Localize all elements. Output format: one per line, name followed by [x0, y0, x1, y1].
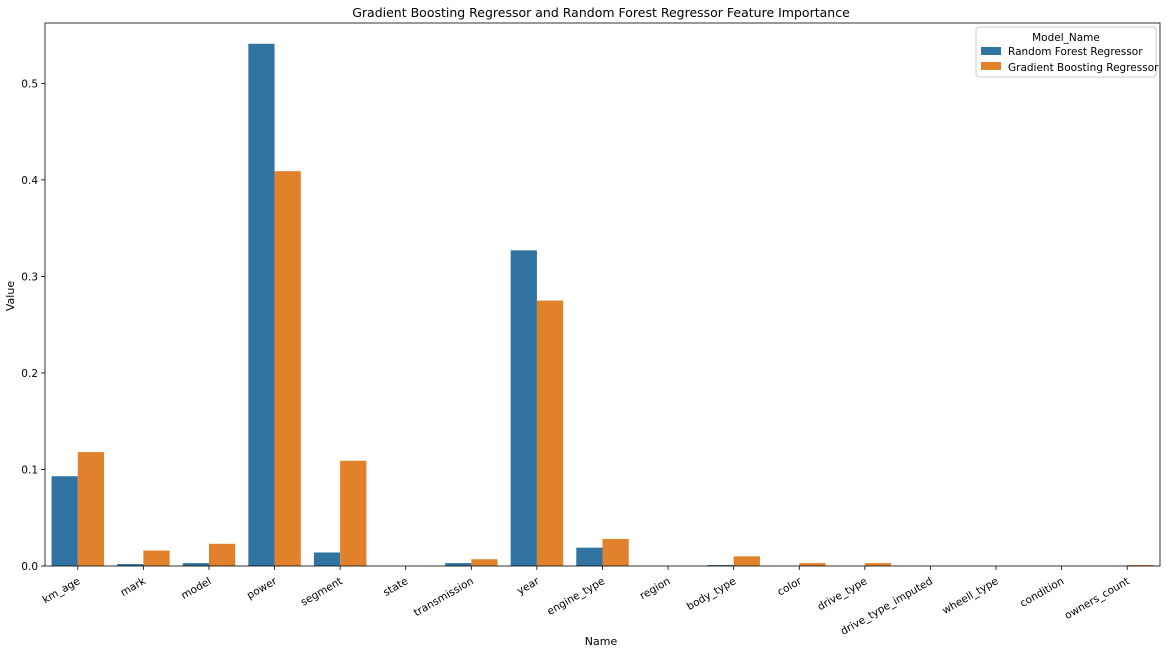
y-tick-label: 0.5 [21, 78, 38, 90]
y-tick-label: 0.4 [21, 175, 38, 187]
bar-random-forest-regressor-mark [117, 564, 144, 566]
x-tick-label: power [245, 575, 280, 602]
bar-gradient-boosting-regressor-mark [143, 550, 170, 566]
x-tick-label: owners_count [1063, 575, 1132, 622]
x-tick-label: wheell_type [940, 575, 1000, 617]
legend-swatch-random-forest [981, 47, 1001, 55]
x-tick-label: model [179, 575, 213, 602]
legend-title: Model_Name [1032, 32, 1100, 44]
bar-gradient-boosting-regressor-transmission [471, 559, 498, 566]
bar-gradient-boosting-regressor-color [799, 563, 826, 566]
bar-random-forest-regressor-power [248, 43, 275, 566]
bar-gradient-boosting-regressor-body-type [733, 556, 760, 566]
plot-area: 0.0 0.1 0.2 0.3 0.4 0.5 km_age mark model power se… [21, 22, 1161, 638]
bar-gradient-boosting-regressor-owners-count [1127, 565, 1154, 566]
legend-label-random-forest: Random Forest Regressor [1008, 46, 1143, 58]
x-tick-label: region [638, 575, 673, 602]
legend: Model_Name Random Forest Regressor Gradi… [975, 26, 1159, 78]
x-tick-label: engine_type [545, 575, 607, 618]
bar-gradient-boosting-regressor-year [536, 300, 564, 566]
bar-gradient-boosting-regressor-segment [340, 460, 367, 566]
bar-gradient-boosting-regressor-drive-type [864, 563, 892, 566]
legend-label-gradient-boosting: Gradient Boosting Regressor [1008, 62, 1159, 74]
x-tick-label: year [515, 575, 542, 597]
bar-gradient-boosting-regressor-model [208, 543, 236, 566]
y-tick-label: 0.1 [21, 464, 38, 476]
x-tick-label: km_age [41, 575, 83, 606]
x-tick-label: transmission [412, 575, 476, 619]
bar-random-forest-regressor-body-type [707, 565, 734, 566]
bar-gradient-boosting-regressor-engine-type [602, 538, 629, 566]
x-tick-label: segment [299, 575, 345, 608]
bar-random-forest-regressor-km-age [51, 476, 78, 566]
bar-random-forest-regressor-transmission [445, 563, 472, 566]
plot-frame [44, 22, 1161, 567]
bar-gradient-boosting-regressor-km-age [77, 452, 105, 566]
bar-random-forest-regressor-segment [313, 552, 341, 566]
bar-random-forest-regressor-model [182, 563, 209, 566]
bar-random-forest-regressor-year [510, 250, 537, 566]
legend-swatch-gradient-boosting [981, 62, 1001, 70]
legend-box [975, 26, 1157, 78]
chart-title: Gradient Boosting Regressor and Random F… [352, 5, 850, 20]
y-tick-label: 0.3 [21, 271, 38, 283]
x-tick-label: mark [118, 575, 148, 599]
x-axis-label: Name [585, 635, 618, 648]
bar-random-forest-regressor-engine-type [576, 547, 603, 566]
y-axis-label: Value [4, 281, 17, 311]
x-tick-label: color [775, 575, 804, 599]
y-tick-label: 0.2 [21, 368, 38, 380]
x-tick-label: state [381, 575, 410, 599]
x-tick-label: drive_type [815, 575, 869, 613]
x-tick-label: body_type [685, 575, 738, 613]
bar-gradient-boosting-regressor-power [274, 171, 301, 566]
y-tick-label: 0.0 [21, 561, 38, 573]
x-tick-label: condition [1018, 575, 1066, 610]
